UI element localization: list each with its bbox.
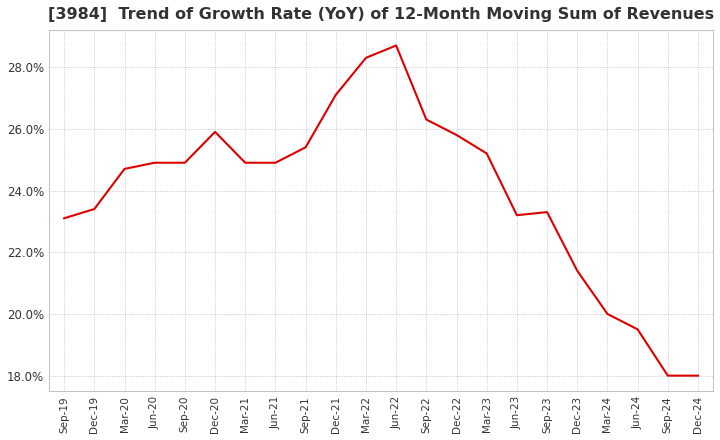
Title: [3984]  Trend of Growth Rate (YoY) of 12-Month Moving Sum of Revenues: [3984] Trend of Growth Rate (YoY) of 12-… [48,7,714,22]
